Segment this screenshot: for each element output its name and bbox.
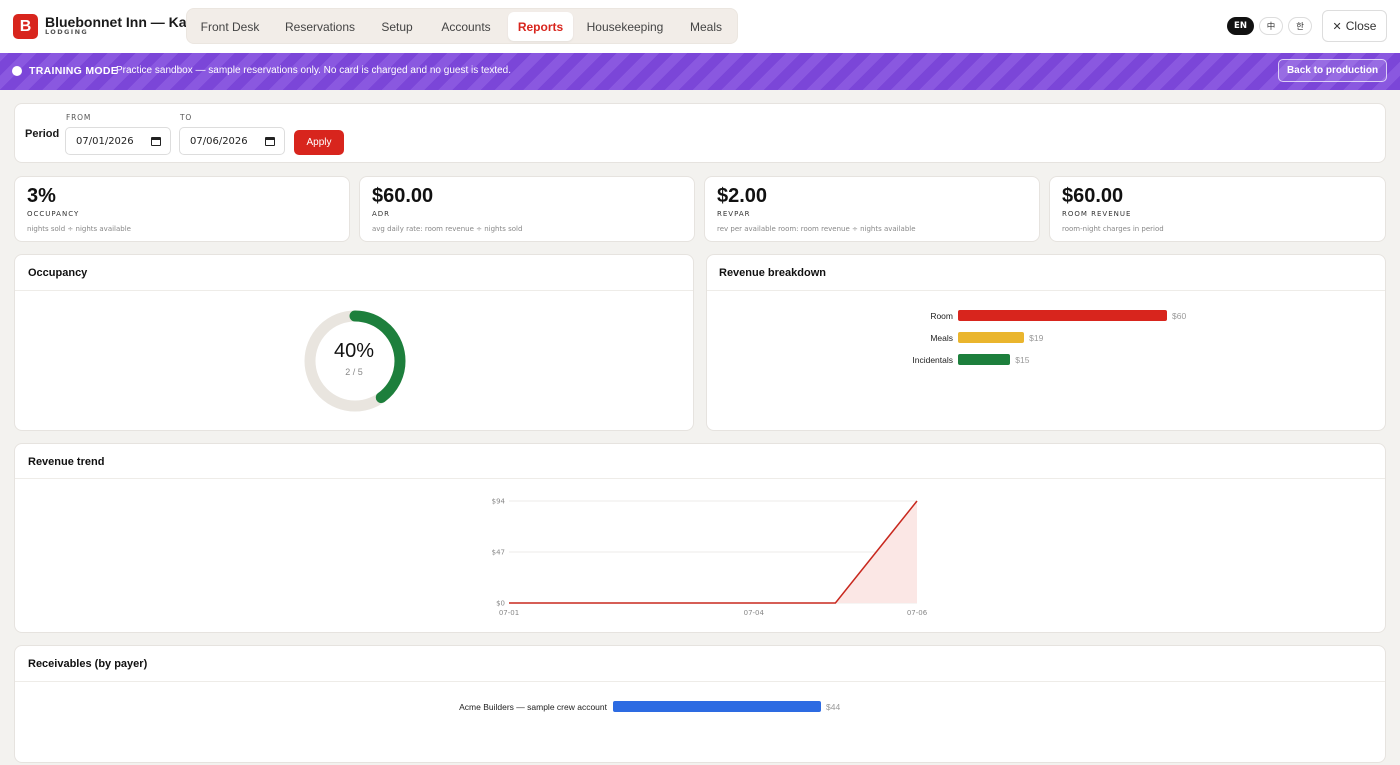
kpi-value: 3% bbox=[27, 185, 56, 207]
receivable-value: $44 bbox=[826, 702, 841, 712]
training-mode-text: Practice sandbox — sample reservations o… bbox=[116, 65, 512, 76]
kpi-note: avg daily rate: room revenue ÷ nights so… bbox=[372, 225, 523, 233]
kpi-value: $60.00 bbox=[1062, 185, 1124, 207]
language-zh-button[interactable]: 中 bbox=[1259, 17, 1283, 35]
divider bbox=[707, 290, 1385, 291]
receivable-bar bbox=[613, 701, 821, 712]
receivable-payer-label: Acme Builders — sample crew account bbox=[459, 702, 607, 712]
main-nav: Front Desk Reservations Setup Accounts R… bbox=[186, 8, 738, 44]
bar-label-incidentals: Incidentals bbox=[912, 355, 953, 365]
to-date-input[interactable]: 07/06/2026 bbox=[179, 127, 285, 155]
back-to-production-button[interactable]: Back to production bbox=[1278, 59, 1387, 82]
kpi-card-room-revenue bbox=[1049, 176, 1386, 242]
close-icon: ✕ bbox=[1332, 20, 1342, 33]
bar-meals bbox=[958, 332, 1025, 343]
tab-reports[interactable]: Reports bbox=[508, 12, 573, 41]
occupancy-fraction: 2 / 5 bbox=[345, 367, 363, 377]
kpi-label: OCCUPANCY bbox=[27, 210, 80, 218]
tab-housekeeping[interactable]: Housekeeping bbox=[586, 19, 664, 34]
occupancy-donut bbox=[304, 310, 406, 412]
kpi-card-revpar bbox=[704, 176, 1040, 242]
apply-button[interactable]: Apply bbox=[294, 130, 344, 155]
kpi-label: ADR bbox=[372, 210, 391, 218]
kpi-card-adr bbox=[359, 176, 695, 242]
close-button[interactable]: ✕ Close bbox=[1322, 10, 1387, 42]
revenue-trend-title: Revenue trend bbox=[28, 456, 105, 468]
top-bar: B Bluebonnet Inn — Katy LODGING Front De… bbox=[0, 0, 1400, 53]
divider bbox=[15, 478, 1385, 479]
x-tick-label: 07-06 bbox=[907, 609, 928, 617]
revenue-breakdown-title: Revenue breakdown bbox=[719, 267, 826, 279]
to-date-value: 07/06/2026 bbox=[190, 135, 248, 147]
bar-label-room: Room bbox=[930, 311, 953, 321]
bar-value-meals: $19 bbox=[1029, 333, 1044, 343]
revenue-breakdown-card bbox=[706, 254, 1386, 431]
occupancy-title: Occupancy bbox=[28, 267, 88, 279]
bar-incidentals bbox=[958, 354, 1011, 365]
trend-line bbox=[509, 500, 918, 604]
period-label: Period bbox=[25, 128, 60, 140]
calendar-icon[interactable] bbox=[151, 137, 161, 146]
kpi-note: nights sold ÷ nights available bbox=[27, 225, 131, 233]
bar-value-room: $60 bbox=[1172, 311, 1187, 321]
bar-value-incidentals: $15 bbox=[1015, 355, 1030, 365]
x-tick-label: 07-01 bbox=[499, 609, 519, 617]
language-ko-button[interactable]: 한 bbox=[1288, 17, 1312, 35]
trend-area bbox=[509, 501, 917, 603]
tab-accounts[interactable]: Accounts bbox=[441, 19, 491, 34]
brand-logo: B bbox=[13, 14, 38, 39]
training-mode-banner: TRAINING MODE Practice sandbox — sample … bbox=[0, 53, 1400, 90]
from-date-input[interactable]: 07/01/2026 bbox=[65, 127, 171, 155]
kpi-note: room-night charges in period bbox=[1062, 225, 1164, 233]
receivables-title: Receivables (by payer) bbox=[28, 658, 148, 670]
bar-label-meals: Meals bbox=[930, 333, 953, 343]
from-label: FROM bbox=[66, 113, 92, 122]
y-tick-label: $47 bbox=[492, 549, 505, 557]
kpi-card-occupancy bbox=[14, 176, 350, 242]
kpi-value: $2.00 bbox=[717, 185, 768, 207]
from-date-value: 07/01/2026 bbox=[76, 135, 134, 147]
calendar-icon[interactable] bbox=[265, 137, 275, 146]
divider bbox=[15, 681, 1385, 682]
close-button-label: Close bbox=[1345, 19, 1377, 33]
training-mode-title: TRAINING MODE bbox=[29, 65, 119, 77]
tab-setup[interactable]: Setup bbox=[381, 19, 413, 34]
kpi-label: REVPAR bbox=[717, 210, 751, 218]
kpi-note: rev per available room: room revenue ÷ n… bbox=[717, 225, 916, 233]
y-tick-label: $0 bbox=[496, 600, 505, 608]
language-en-button[interactable]: EN bbox=[1227, 17, 1254, 35]
donut-arc bbox=[304, 310, 406, 412]
y-tick-label: $94 bbox=[492, 498, 506, 506]
revenue-trend-chart: $0 $47 $94 07-01 07-04 07-06 bbox=[492, 498, 928, 618]
x-tick-label: 07-04 bbox=[744, 609, 765, 617]
occupancy-percent: 40% bbox=[333, 340, 375, 362]
tab-meals[interactable]: Meals bbox=[689, 19, 722, 34]
tab-reservations[interactable]: Reservations bbox=[284, 19, 356, 34]
divider bbox=[15, 290, 693, 291]
kpi-label: ROOM REVENUE bbox=[1062, 210, 1132, 218]
tab-front-desk[interactable]: Front Desk bbox=[200, 19, 260, 34]
revenue-trend-card bbox=[14, 443, 1386, 633]
brand-subtitle: LODGING bbox=[45, 28, 89, 36]
bar-room bbox=[958, 310, 1167, 321]
to-label: TO bbox=[180, 113, 193, 122]
training-indicator-icon bbox=[12, 66, 22, 76]
brand-name: Bluebonnet Inn — Katy bbox=[45, 14, 199, 30]
kpi-value: $60.00 bbox=[372, 185, 434, 207]
